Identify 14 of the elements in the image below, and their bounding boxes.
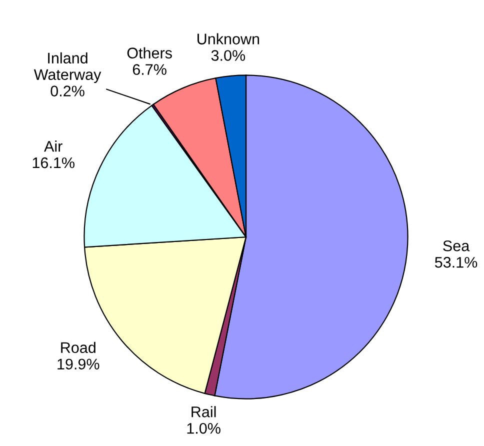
data-label: 16.1% xyxy=(32,157,74,168)
slice-label: Road xyxy=(61,342,96,354)
data-label: 53.1% xyxy=(434,256,478,268)
data-label: 3.0% xyxy=(211,50,246,61)
slice-label: Others xyxy=(127,47,172,58)
data-label: 19.9% xyxy=(58,358,100,370)
slice-label: Air xyxy=(44,140,62,152)
data-label: 6.7% xyxy=(132,64,166,75)
slice-label: Sea xyxy=(443,240,470,252)
data-label: 1.0% xyxy=(187,422,220,434)
slice-label: Inland Waterway xyxy=(34,52,102,84)
slice-label: Unknown xyxy=(198,33,260,44)
slice-label: Rail xyxy=(192,406,216,418)
data-label: 0.2% xyxy=(50,86,84,96)
